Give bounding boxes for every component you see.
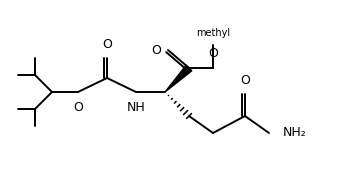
Text: O: O bbox=[73, 101, 83, 114]
Text: NH₂: NH₂ bbox=[283, 126, 307, 139]
Text: methyl: methyl bbox=[196, 28, 230, 38]
Text: O: O bbox=[208, 47, 218, 60]
Polygon shape bbox=[165, 65, 192, 92]
Text: O: O bbox=[102, 38, 112, 51]
Text: NH: NH bbox=[127, 101, 145, 114]
Text: O: O bbox=[240, 74, 250, 87]
Text: O: O bbox=[151, 44, 161, 56]
